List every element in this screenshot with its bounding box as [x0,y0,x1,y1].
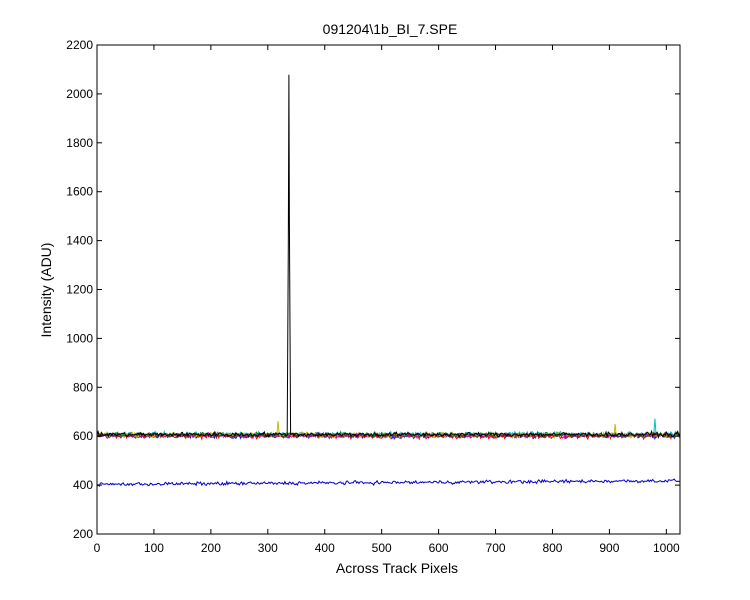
x-tick-label: 900 [599,541,619,555]
y-tick-label: 2000 [66,87,93,101]
x-tick-label: 0 [94,541,101,555]
x-axis-label: Across Track Pixels [336,560,458,576]
y-tick-label: 1600 [66,185,93,199]
x-tick-label: 800 [542,541,562,555]
y-tick-label: 1800 [66,136,93,150]
series-line-9 [96,478,681,488]
series-layer [96,74,681,488]
x-tick-label: 100 [144,541,164,555]
ticks-layer: 0 100 200 300 400 500 600 700 800 900 1000 200 400 60… [66,38,680,555]
y-tick-label: 200 [73,527,93,541]
x-tick-label: 200 [201,541,221,555]
y-tick-label: 1200 [66,283,93,297]
x-tick-label: 600 [429,541,449,555]
y-tick-label: 600 [73,429,93,443]
x-tick-label: 700 [486,541,506,555]
x-tick-label: 400 [315,541,335,555]
series-line-8 [96,74,681,440]
y-tick-label: 1000 [66,331,93,345]
x-tick-label: 500 [372,541,392,555]
y-tick-label: 800 [73,380,93,394]
y-tick-label: 400 [73,478,93,492]
y-axis-label: Intensity (ADU) [38,243,54,338]
y-tick-label: 1400 [66,234,93,248]
x-tick-label: 1000 [653,541,680,555]
x-tick-label: 300 [258,541,278,555]
y-tick-label: 2200 [66,38,93,52]
chart-title: 091204\1b_BI_7.SPE [323,21,458,37]
plot-area [97,45,680,534]
